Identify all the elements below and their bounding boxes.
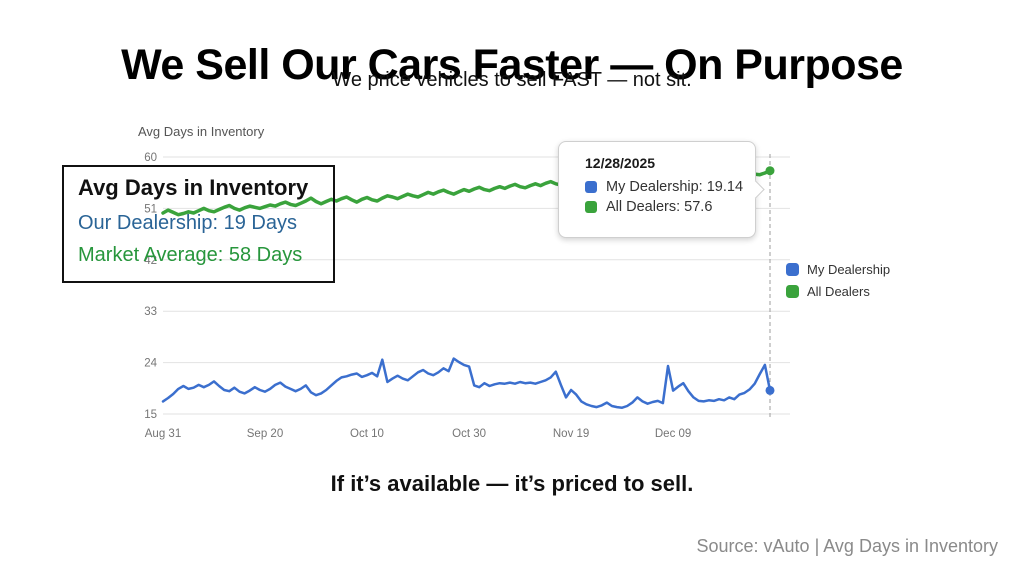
chart-axis-title: Avg Days in Inventory [138,124,265,139]
svg-text:51: 51 [144,203,157,215]
legend-item-my-dealership[interactable]: My Dealership [786,262,890,277]
slide-title: We Sell Our Cars Faster — On Purpose [121,40,903,89]
slide-tagline: If it’s available — it’s priced to sell. [330,471,694,496]
svg-text:Nov 19: Nov 19 [553,428,589,440]
svg-text:Dec 09: Dec 09 [655,428,691,440]
tooltip-row-text: My Dealership: 19.14 [606,179,744,195]
callout-box: Avg Days in Inventory Our Dealership: 19… [62,165,335,283]
svg-text:Sep 20: Sep 20 [247,428,283,440]
series-swatch-icon [786,285,799,298]
series-swatch-icon [786,263,799,276]
callout-market-line: Market Average: 58 Days [78,244,303,266]
tooltip-row-all-dealers: All Dealers: 57.6 [585,199,747,215]
tooltip-date: 12/28/2025 [585,155,656,171]
svg-text:60: 60 [144,152,157,164]
legend-label: All Dealers [807,284,870,299]
callout-title: Avg Days in Inventory [78,175,309,200]
chart-tooltip: 12/28/2025 My Dealership: 19.14 All Deal… [558,141,765,238]
slide-subtitle: We price vehicles to sell FAST — not sit… [332,69,692,91]
svg-text:24: 24 [144,358,157,370]
series-swatch-icon [585,201,597,213]
svg-text:33: 33 [144,306,157,318]
tooltip-row-text: All Dealers: 57.6 [606,199,713,215]
svg-text:15: 15 [144,409,157,421]
tooltip-row-my-dealership: My Dealership: 19.14 [585,179,747,195]
legend-item-all-dealers[interactable]: All Dealers [786,284,890,299]
svg-text:42: 42 [144,255,157,267]
svg-text:Oct 10: Oct 10 [350,428,384,440]
source-caption: Source: vAuto | Avg Days in Inventory [696,536,999,556]
series-swatch-icon [585,181,597,193]
chart-legend: My Dealership All Dealers [786,262,890,306]
svg-text:Aug 31: Aug 31 [145,428,181,440]
legend-label: My Dealership [807,262,891,277]
svg-text:Oct 30: Oct 30 [452,428,486,440]
callout-dealership-line: Our Dealership: 19 Days [78,212,297,234]
